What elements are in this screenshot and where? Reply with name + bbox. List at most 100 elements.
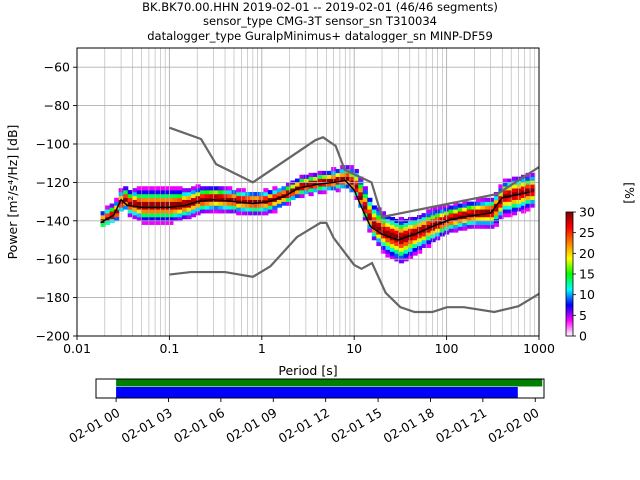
heatmap-cell [285,190,292,195]
heatmap-cell [254,195,260,200]
heatmap-cell [340,184,346,189]
heatmap-cell [426,236,432,241]
heatmap-cell [502,201,509,206]
heatmap-cell [163,220,169,225]
heatmap-cell [521,182,527,187]
heatmap-cell [398,259,405,264]
heatmap-cell [371,216,377,222]
heatmap-cell [430,215,436,220]
heatmap-cell [394,234,400,239]
heatmap-cell [263,203,269,208]
heatmap-cell [358,184,364,189]
heatmap-cell [127,190,133,195]
heatmap-cell [308,176,314,181]
heatmap-cell [285,197,292,202]
heatmap-cell [172,213,179,218]
y-tick-label: −100 [36,137,70,152]
heatmap-cell [191,190,197,195]
heatmap-cell [340,176,346,181]
heatmap-cell [191,186,197,191]
heatmap-cell [150,197,156,202]
x-tick-label: 1000 [523,341,555,356]
heatmap-cell [498,184,504,189]
heatmap-cell [475,209,481,214]
heatmap-cell [371,224,377,229]
heatmap-cell [127,197,133,202]
heatmap-cell [249,211,255,216]
heatmap-cell [177,186,183,191]
heatmap-cell [493,207,499,212]
heatmap-cell [417,241,423,247]
heatmap-cell [466,216,472,222]
x-tick-label: 10 [346,341,362,356]
coverage-frame [95,378,545,399]
heatmap-cell [245,211,251,216]
heatmap-cell [285,193,292,199]
heatmap-cell [227,197,233,202]
heatmap-cell [426,224,432,229]
heatmap-cell [317,178,323,183]
heatmap-cell [471,201,477,206]
ppsd-heatmap [100,165,536,264]
colorbar-tick-label: 20 [579,246,595,261]
heatmap-cell [371,209,377,214]
heatmap-cell [511,211,518,216]
heatmap-cell [200,205,206,210]
heatmap-cell [200,201,206,206]
heatmap-cell [389,251,396,256]
heatmap-cell [371,236,377,241]
heatmap-cell [299,174,305,179]
heatmap-cell [412,247,418,252]
heatmap-cell [385,226,391,231]
heatmap-cell [145,213,151,218]
heatmap-cell [186,192,192,197]
heatmap-cell [493,195,499,200]
heatmap-cell [498,188,504,193]
x-tick-label: 0.1 [159,341,179,356]
heatmap-cell [159,193,165,199]
heatmap-cell [480,224,486,229]
heatmap-cell [403,245,409,250]
heatmap-cell [498,203,504,208]
heatmap-cell [299,186,305,191]
heatmap-cell [236,188,242,193]
heatmap-cell [412,224,418,229]
heatmap-cell [136,193,142,199]
heatmap-cell [394,230,400,235]
heatmap-cell [367,228,373,233]
heatmap-cell [475,216,481,222]
heatmap-cell [335,168,341,174]
heatmap-cell [181,188,188,193]
heatmap-cell [426,216,432,222]
heatmap-cell [186,188,192,193]
y-tick-label: −80 [44,98,70,113]
psd-coverage-bar [116,387,518,398]
heatmap-cell [475,205,481,210]
heatmap-cell [168,193,174,199]
heatmap-cell [502,209,509,214]
heatmap-cell [380,230,386,235]
heatmap-cell [412,240,418,245]
heatmap-cell [417,226,423,231]
heatmap-cell [344,165,350,170]
heatmap-cell [141,216,147,222]
heatmap-cell [285,186,292,191]
heatmap-cell [484,220,490,225]
heatmap-cell [150,193,156,199]
heatmap-cell [389,216,396,222]
heatmap-cell [150,209,156,214]
heatmap-cell [511,195,518,200]
heatmap-cell [502,193,509,199]
heatmap-cell [181,207,188,212]
heatmap-cell [426,213,432,218]
heatmap-cell [430,230,436,235]
heatmap-cell [267,197,273,202]
heatmap-cell [462,211,468,216]
heatmap-cell [367,220,373,225]
heatmap-cell [426,240,432,245]
heatmap-cell [507,209,513,214]
heatmap-cell [132,199,138,204]
heatmap-cell [109,207,115,212]
heatmap-cell [285,182,292,187]
heatmap-cell [150,220,156,225]
